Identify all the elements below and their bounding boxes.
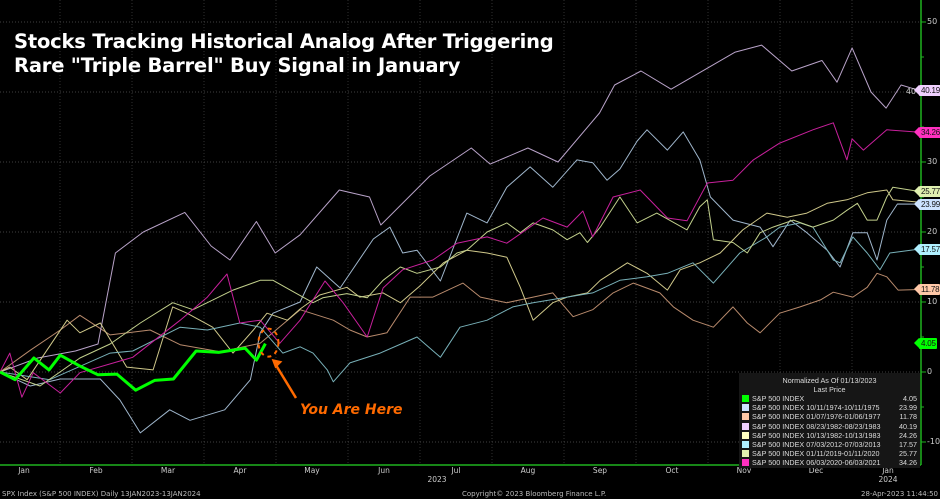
legend-label: S&P 500 INDEX 10/13/1982-10/13/1983: [752, 430, 881, 440]
legend-value: 4.05: [903, 394, 917, 403]
legend-item: S&P 500 INDEX 10/13/1982-10/13/1983 24.26: [739, 431, 920, 440]
legend-swatch: [742, 404, 749, 412]
legend-item: S&P 500 INDEX 4.05: [739, 394, 920, 403]
x-tick-label: Sep: [592, 466, 608, 475]
y-tick-label: 40: [905, 87, 916, 96]
title-line-2: Rare "Triple Barrel" Buy Signal in Janua…: [14, 54, 461, 77]
legend-subheader: Last Price: [813, 385, 846, 394]
legend-item: S&P 500 INDEX 10/11/1974-10/11/1975 23.99: [739, 403, 920, 412]
series-line-3: [0, 44, 921, 373]
legend-label: S&P 500 INDEX 10/11/1974-10/11/1975: [752, 403, 880, 413]
legend-item: S&P 500 INDEX 08/23/1982-08/23/1983 40.19: [739, 422, 920, 431]
x-tick-label: Oct: [665, 466, 679, 475]
series-line-6: [0, 186, 921, 387]
legend-swatch: [742, 459, 749, 467]
y-tick-label: 20: [927, 227, 938, 236]
legend-swatch: [742, 395, 749, 403]
x-tick-label: Jul: [451, 466, 461, 475]
footer-timestamp: 28-Apr-2023 11:44:50: [861, 490, 938, 498]
legend-item: S&P 500 INDEX 06/03/2020-06/03/2021 34.26: [739, 458, 920, 467]
last-price-tag: 11.78: [913, 284, 940, 296]
legend-value: 34.26: [899, 458, 917, 468]
legend-value: 11.78: [899, 412, 917, 422]
legend-value: 17.57: [899, 439, 917, 449]
x-tick-label: Apr: [233, 466, 247, 475]
y-tick-label: 50: [927, 17, 938, 26]
legend: Normalized As Of 01/13/2023 Last Price S…: [739, 373, 920, 468]
year-label: 2024: [878, 475, 898, 484]
legend-value: 40.19: [899, 421, 917, 431]
y-tick-label: 30: [927, 157, 938, 166]
legend-label: S&P 500 INDEX 08/23/1982-08/23/1983: [752, 421, 881, 431]
x-tick-label: Jan: [882, 466, 894, 475]
last-price-tag: 25.77: [913, 186, 940, 198]
footer-security: SPX Index (S&P 500 INDEX) Daily 13JAN202…: [2, 490, 201, 498]
arrow-head-icon: [271, 358, 283, 369]
series-line-5: [0, 222, 921, 383]
legend-label: S&P 500 INDEX: [752, 394, 805, 403]
last-price-tag: 4.05: [914, 338, 937, 350]
legend-value: 25.77: [899, 449, 917, 459]
x-tick-label: Nov: [736, 466, 752, 475]
highlight-circle: [257, 327, 280, 358]
legend-swatch: [742, 441, 749, 449]
last-price-tag: 40.19: [913, 85, 940, 97]
series-line-4: [0, 189, 921, 381]
series-line-1: [0, 129, 921, 434]
y-tick-label: -10: [927, 437, 940, 446]
series-line-2: [0, 272, 921, 373]
footer: SPX Index (S&P 500 INDEX) Daily 13JAN202…: [0, 489, 940, 499]
x-tick-label: Aug: [520, 466, 536, 475]
series-line-7: [0, 122, 921, 398]
legend-item: S&P 500 INDEX 01/11/2019-01/11/2020 25.77: [739, 449, 920, 458]
last-price-tag: 34.26: [913, 126, 940, 138]
legend-item: S&P 500 INDEX 07/03/2012-07/03/2013 17.57: [739, 440, 920, 449]
y-tick-label: 10: [927, 297, 938, 306]
series-line-0: [0, 342, 267, 392]
x-tick-label: Jan: [18, 466, 30, 475]
last-price-tag: 17.57: [913, 243, 940, 255]
title-line-1: Stocks Tracking Historical Analog After …: [14, 30, 554, 53]
x-tick-label: Mar: [160, 466, 176, 475]
legend-label: S&P 500 INDEX 01/11/2019-01/11/2020: [752, 449, 880, 459]
year-label: 2023: [427, 475, 447, 484]
legend-swatch: [742, 431, 749, 439]
legend-value: 23.99: [899, 403, 917, 413]
legend-header: Normalized As Of 01/13/2023: [782, 376, 877, 385]
annotation-arrow: [273, 361, 298, 399]
footer-copyright: Copyright© 2023 Bloomberg Finance L.P.: [462, 490, 607, 498]
x-tick-label: Dec: [808, 466, 824, 475]
legend-label: S&P 500 INDEX 01/07/1976-01/06/1977: [752, 412, 881, 422]
legend-item: S&P 500 INDEX 01/07/1976-01/06/1977 11.78: [739, 412, 920, 421]
legend-label: S&P 500 INDEX 07/03/2012-07/03/2013: [752, 439, 881, 449]
chart-title: Stocks Tracking Historical Analog After …: [14, 30, 554, 78]
legend-swatch: [742, 450, 749, 458]
you-are-here-annotation: You Are Here: [300, 402, 403, 418]
y-tick-label: 0: [927, 367, 933, 376]
legend-swatch: [742, 413, 749, 421]
x-tick-label: Jun: [378, 466, 390, 475]
legend-value: 24.26: [899, 430, 917, 440]
legend-label: S&P 500 INDEX 06/03/2020-06/03/2021: [752, 458, 881, 468]
last-price-tag: 23.99: [913, 198, 940, 210]
legend-swatch: [742, 422, 749, 430]
x-tick-label: May: [304, 466, 320, 475]
x-tick-label: Feb: [89, 466, 103, 475]
